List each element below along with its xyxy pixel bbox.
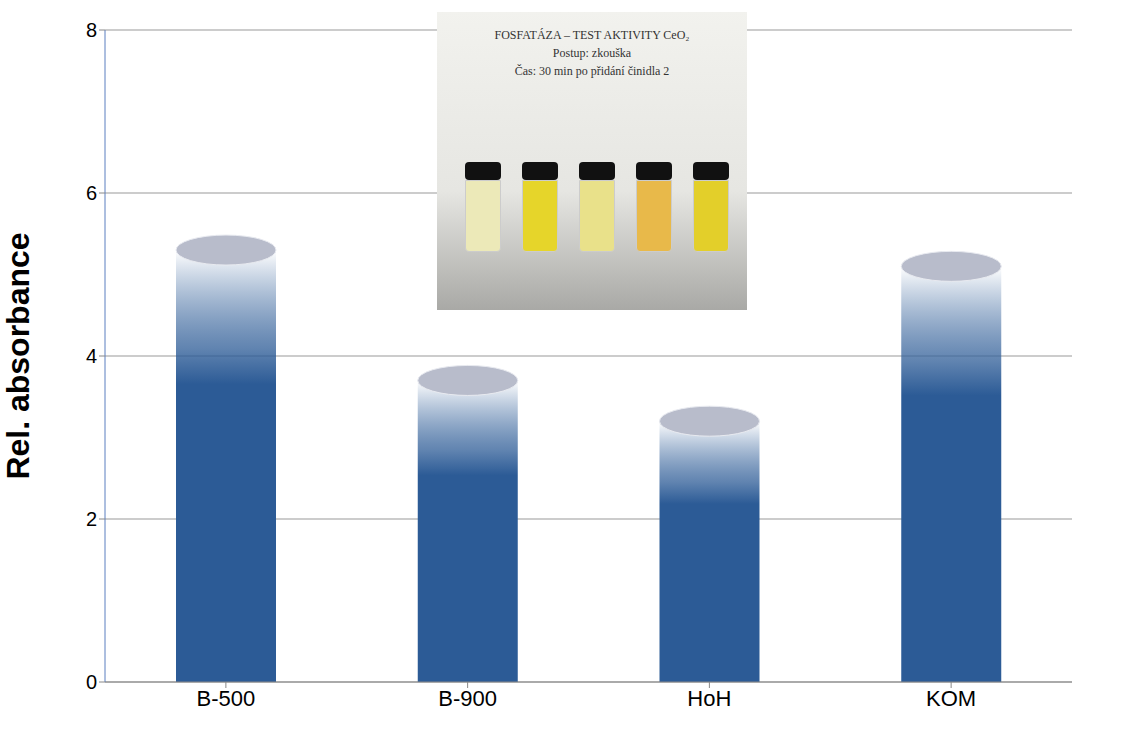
- svg-text:KOM: KOM: [926, 686, 976, 711]
- svg-text:0: 0: [86, 671, 97, 693]
- svg-text:6: 6: [86, 182, 97, 204]
- svg-text:4: 4: [86, 345, 97, 367]
- html-text:Postup: zkouška: Postup: zkouška: [552, 46, 632, 60]
- html-text:Čas: 30 min po přidání činidla: Čas: 30 min po přidání činidla 2: [514, 64, 670, 78]
- svg-text:2: 2: [86, 508, 97, 530]
- svg-text:Rel. absorbance: Rel. absorbance: [0, 232, 36, 479]
- html-text:FOSFATÁZA – TEST AKTIVITY CeO₂: FOSFATÁZA – TEST AKTIVITY CeO₂: [494, 28, 690, 42]
- svg-text:8: 8: [86, 19, 97, 41]
- svg-text:B-900: B-900: [438, 686, 497, 711]
- svg-text:HoH: HoH: [687, 686, 731, 711]
- svg-text:B-500: B-500: [197, 686, 256, 711]
